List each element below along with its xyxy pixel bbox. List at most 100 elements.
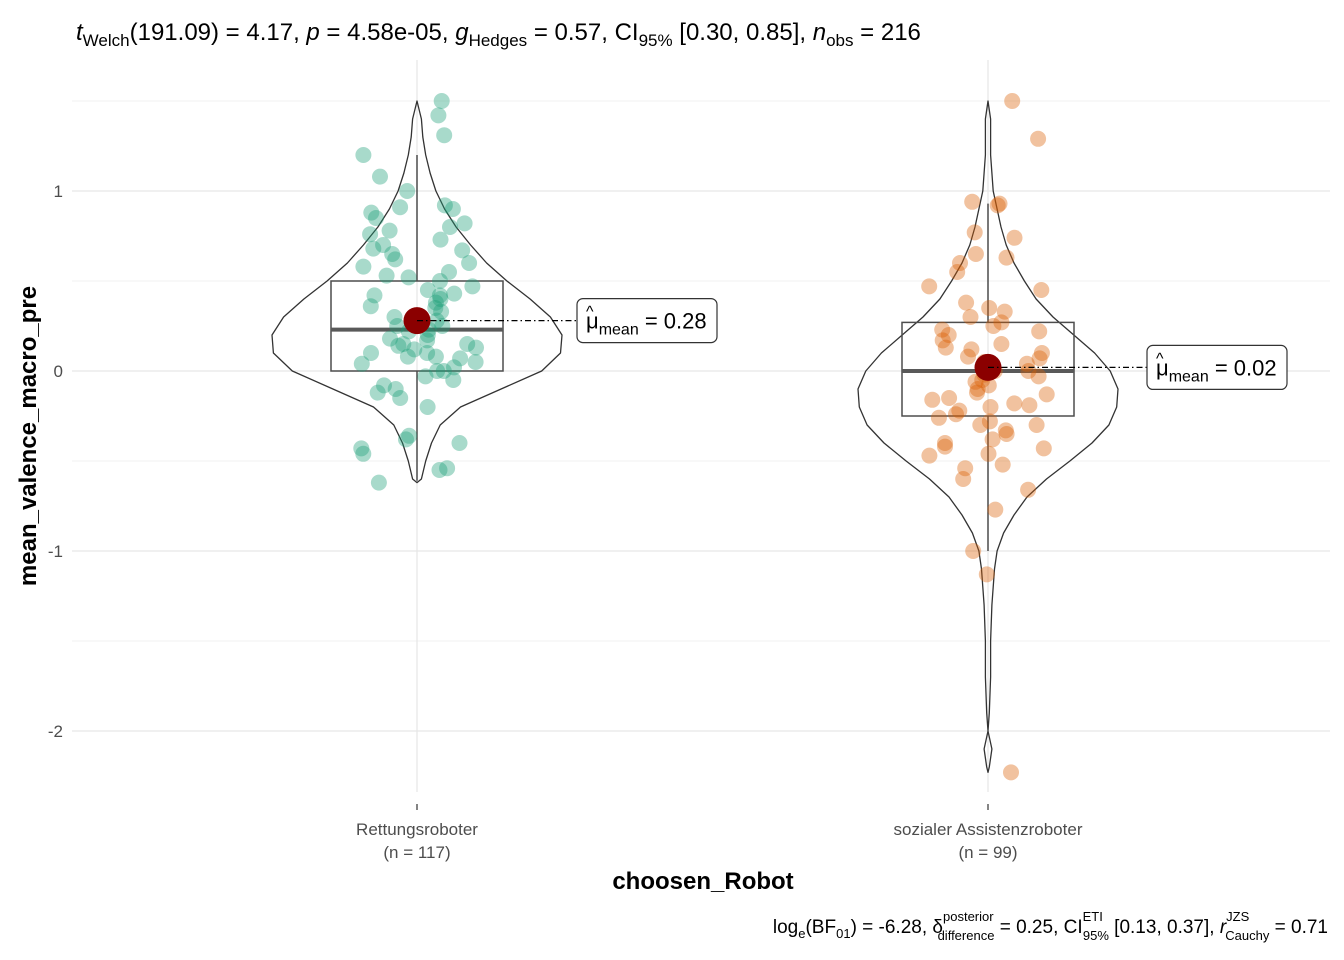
data-point [993,314,1010,331]
data-point [444,201,461,217]
data-point [433,93,450,109]
data-point [370,474,387,491]
data-point [1035,440,1052,457]
data-point [987,501,1004,518]
data-point [989,197,1006,214]
data-point [965,543,982,559]
data-point [446,359,462,376]
data-point [399,348,416,365]
data-point [431,462,448,478]
data-point [406,341,423,358]
data-point [375,237,392,253]
violin-outline [857,100,1119,774]
data-point [384,246,401,262]
chart-subtitle: tWelch(191.09) = 4.17, p = 4.58e-05, gHe… [76,19,921,50]
data-point [997,422,1014,439]
data-point [363,204,380,221]
data-point [957,460,974,477]
mean-label: μmean = 0.28 [586,309,707,339]
data-point [1020,481,1037,498]
data-point [1033,282,1050,298]
y-tick-label: 0 [54,362,63,381]
data-point [963,341,980,358]
data-point [952,255,968,271]
data-point [937,438,953,455]
data-point [355,445,372,462]
data-point [419,282,436,298]
data-point [378,267,395,284]
data-point [937,435,953,451]
data-point [969,384,985,401]
data-point [994,456,1011,473]
data-point [363,345,379,361]
data-point [951,402,968,419]
data-point [392,199,409,216]
data-point [1031,350,1048,367]
data-point [981,413,998,430]
data-point [432,273,448,289]
data-point [921,447,938,464]
data-point [400,269,417,286]
data-point [398,431,414,448]
y-tick-label: -2 [48,722,63,741]
data-point [362,226,379,243]
data-point [395,336,412,352]
data-point [434,318,451,334]
data-point [948,406,964,423]
data-point [419,345,436,361]
data-point [454,242,471,259]
x-tick-label: Rettungsroboter [356,820,478,839]
mean-label-box [1146,344,1288,390]
data-point [355,147,372,163]
data-point [459,336,476,352]
data-point [353,355,370,372]
data-point [993,336,1010,352]
data-point [445,372,462,388]
data-point [366,287,383,304]
data-point [966,224,983,241]
data-point [401,427,418,444]
data-point [389,318,406,334]
data-point [386,309,403,325]
data-point [972,417,989,433]
x-axis-title: choosen_Robot [612,868,793,895]
data-point [436,197,453,214]
y-axis-title: mean_valence_macro_pre [15,286,42,586]
data-point [387,381,404,397]
data-point [417,368,434,385]
data-point [1030,368,1047,385]
data-point [376,377,392,394]
data-point [949,264,966,280]
data-point [419,399,436,415]
mean-label-box [576,298,718,344]
data-point [930,409,947,426]
data-point [998,249,1015,266]
data-point [452,350,469,367]
data-point [427,348,444,365]
data-point [1006,395,1023,412]
data-point [937,339,954,356]
data-point [991,195,1008,212]
mean-labels: ^μmean = 0.28^μmean = 0.02 [417,298,1288,390]
data-point [967,246,984,262]
data-point [461,255,478,271]
data-point [355,258,372,275]
mean-hat-symbol: ^ [1156,350,1164,367]
data-point [1031,323,1048,340]
mean-hat-symbol: ^ [586,304,594,321]
data-point [441,264,457,280]
data-point [451,435,468,451]
data-point [1033,345,1050,361]
x-tick-count: (n = 117) [383,843,450,862]
violin-outline [271,100,563,484]
data-point [387,251,404,268]
data-point [435,363,452,379]
y-tick-label: 1 [54,182,63,201]
data-point [924,391,941,408]
data-point [431,287,448,304]
box-iqr [330,280,504,372]
data-point [362,298,379,315]
data-point [429,363,446,379]
data-point [399,183,416,199]
